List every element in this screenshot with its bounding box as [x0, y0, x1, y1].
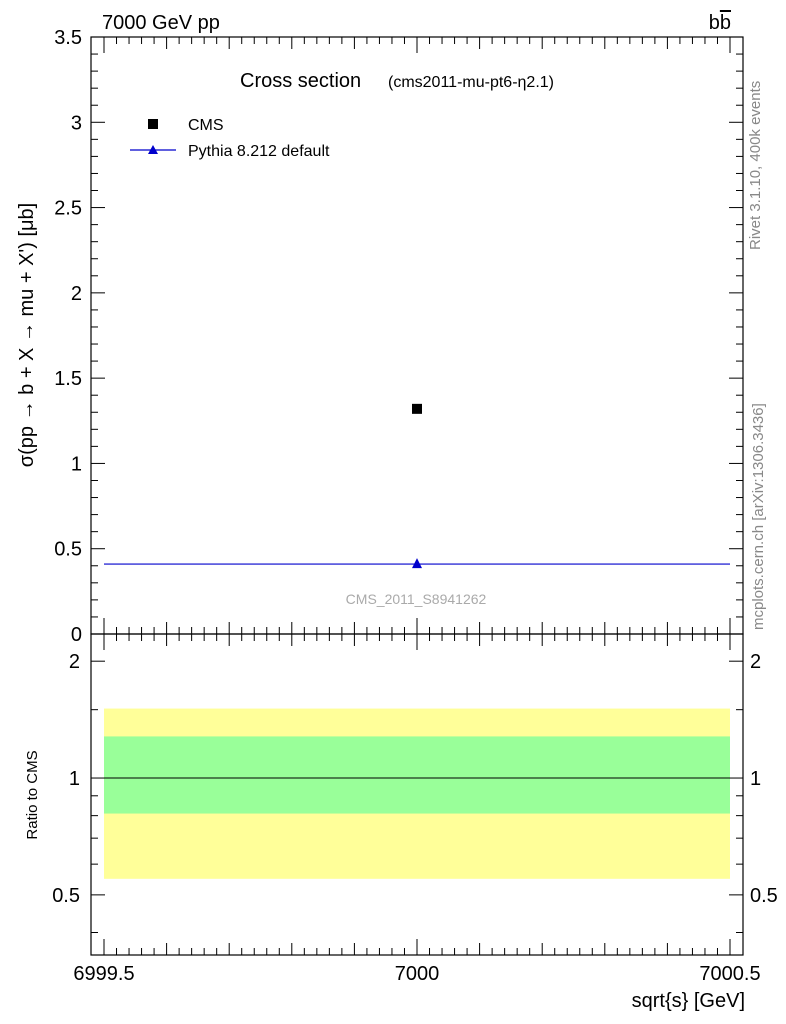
- main-y-tick-label: 1: [71, 453, 82, 475]
- ratio-y-tick-label-right: 0.5: [750, 885, 778, 907]
- header-left: 7000 GeV pp: [102, 12, 220, 34]
- main-y-tick-label: 2.5: [54, 198, 82, 220]
- header-right: bb: [709, 12, 731, 34]
- pythia-data-point: [412, 558, 422, 569]
- ratio-y-tick-label-right: 1: [750, 768, 761, 790]
- cms-data-point: [412, 403, 422, 414]
- chart-title: Cross section: [240, 70, 361, 92]
- legend-cms-label: CMS: [188, 117, 224, 134]
- main-y-tick-label: 0: [71, 624, 82, 646]
- x-axis-label: sqrt{s} [GeV]: [632, 990, 745, 1012]
- ratio-y-axis-label: Ratio to CMS: [24, 750, 41, 839]
- ratio-plot: 6999.5 7000 7000.5 0.5 0.5 1 1 2 2: [52, 633, 778, 985]
- ratio-band-inner: [104, 736, 730, 814]
- main-y-tick-label: 0.5: [54, 539, 82, 561]
- header-right-base: b: [709, 12, 720, 34]
- x-tick-label: 7000: [395, 963, 440, 985]
- mcplots-label: mcplots.cern.ch [arXiv:1306.3436]: [750, 403, 767, 630]
- ratio-y-tick-label-left: 2: [69, 651, 80, 673]
- legend-cms-marker: [148, 119, 158, 129]
- main-y-tick-label: 3: [71, 112, 82, 134]
- main-y-tick-label: 2: [71, 283, 82, 305]
- legend-pythia-label: Pythia 8.212 default: [188, 143, 330, 160]
- main-y-axis-label: σ(pp → b + X → mu + X') [μb]: [16, 203, 38, 467]
- ratio-y-tick-label-left: 0.5: [52, 885, 80, 907]
- rivet-label: Rivet 3.1.10, 400k events: [747, 81, 764, 250]
- chart-subtitle: (cms2011-mu-pt6-η2.1): [388, 74, 554, 91]
- main-y-tick-label: 1.5: [54, 368, 82, 390]
- x-tick-label: 6999.5: [73, 963, 134, 985]
- ratio-y-tick-label-right: 2: [750, 651, 761, 673]
- header-right-bar: b: [720, 12, 731, 34]
- legend: CMS Pythia 8.212 default: [130, 117, 330, 160]
- analysis-watermark: CMS_2011_S8941262: [346, 591, 487, 607]
- x-tick-label: 7000.5: [699, 963, 760, 985]
- ratio-y-tick-label-left: 1: [69, 768, 80, 790]
- main-plot: 0 0.5 1 1.5 2 2.5 3 3.5: [54, 27, 744, 646]
- main-y-tick-label: 3.5: [54, 27, 82, 49]
- legend-pythia-marker: [148, 145, 158, 154]
